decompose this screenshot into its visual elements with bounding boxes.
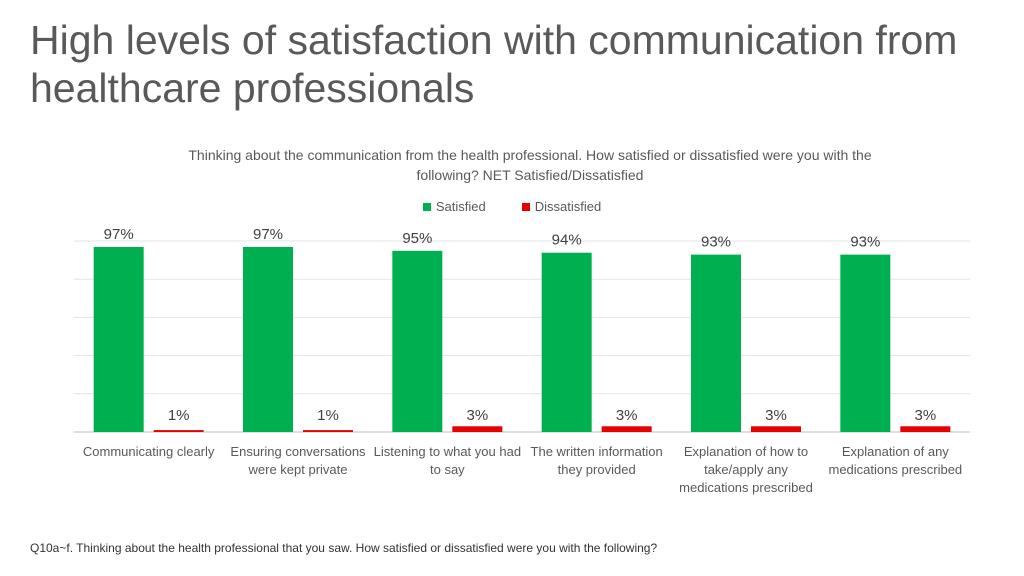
category-label: Listening to what you had to say [373,444,522,477]
legend-swatch-dissatisfied [521,202,530,211]
chart-legend: Satisfied Dissatisfied [0,199,1024,214]
data-label-dissatisfied: 3% [466,407,488,424]
legend-swatch-satisfied [422,202,431,211]
category-label: The written information they provided [530,444,663,477]
bar-satisfied [840,254,891,432]
legend-label-satisfied: Satisfied [435,199,486,214]
bar-satisfied [392,250,443,432]
data-label-satisfied: 94% [552,232,582,249]
bar-satisfied [541,252,592,432]
category-label: Explanation of any medications prescribe… [828,444,963,477]
bar-satisfied [243,247,293,432]
category-label: Explanation of how to take/apply any med… [679,444,813,495]
data-label-satisfied: 95% [402,230,432,247]
data-label-satisfied: 97% [253,226,283,243]
bar-dissatisfied [153,430,204,432]
legend-item-dissatisfied: Dissatisfied [521,199,602,214]
data-label-dissatisfied: 3% [765,407,787,424]
bar-satisfied [93,247,144,432]
bar-dissatisfied [751,426,801,432]
category-label: Communicating clearly [82,444,215,459]
category-label: Ensuring conversations were kept private [230,444,366,477]
data-label-dissatisfied: 3% [914,407,936,424]
bar-satisfied [691,254,741,432]
bar-dissatisfied [452,426,503,432]
data-label-dissatisfied: 1% [168,407,190,424]
chart-title: Thinking about the communication from th… [188,147,872,183]
data-label-satisfied: 93% [850,234,880,251]
legend-label-dissatisfied: Dissatisfied [534,199,602,214]
data-label-dissatisfied: 1% [317,407,339,424]
data-label-dissatisfied: 3% [616,407,638,424]
bar-dissatisfied [601,426,652,432]
data-label-satisfied: 97% [104,226,134,243]
legend-item-satisfied: Satisfied [422,199,486,214]
data-label-satisfied: 93% [701,234,731,251]
slide-title: High levels of satisfaction with communi… [30,17,958,111]
bar-dissatisfied [303,430,353,432]
bar-dissatisfied [900,426,951,432]
footnote: Q10a~f. Thinking about the health profes… [30,541,658,555]
